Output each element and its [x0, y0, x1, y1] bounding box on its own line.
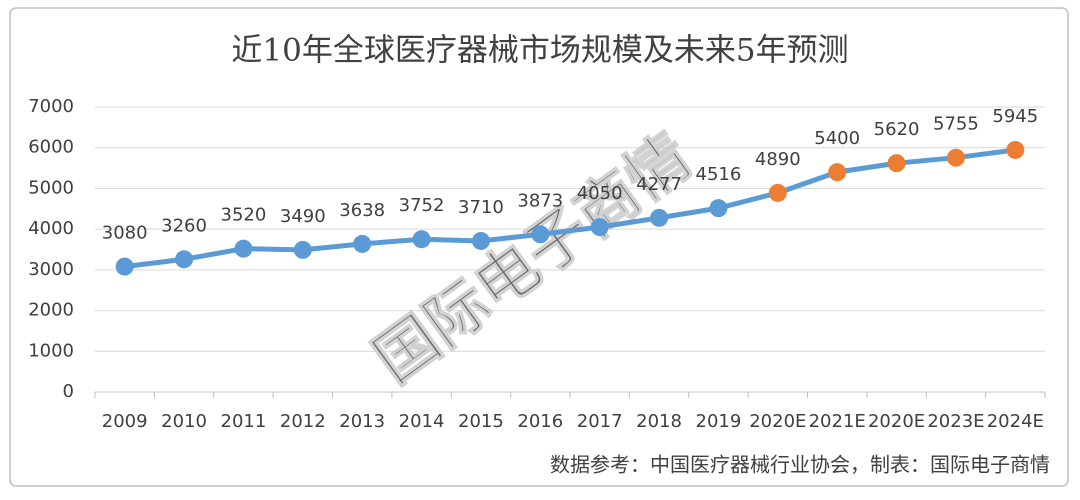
- y-tick-label: 7000: [28, 96, 74, 117]
- data-label: 3638: [339, 200, 385, 221]
- data-label: 3752: [399, 195, 445, 216]
- marker: [1006, 140, 1025, 159]
- data-label: 5620: [874, 119, 920, 140]
- marker: [234, 239, 253, 258]
- marker: [768, 183, 787, 202]
- marker: [175, 250, 194, 269]
- data-label: 3710: [458, 197, 504, 218]
- y-tick-label: 5000: [28, 177, 74, 198]
- marker: [946, 148, 965, 167]
- marker: [353, 234, 372, 253]
- x-tick-label: 2009: [102, 411, 148, 432]
- x-tick-label: 2015: [458, 411, 504, 432]
- data-label: 3490: [280, 206, 326, 227]
- x-tick-label: 2018: [636, 411, 682, 432]
- data-label: 5755: [933, 114, 979, 135]
- chart-frame: [9, 7, 1069, 487]
- x-tick-label: 2014: [399, 411, 445, 432]
- marker: [590, 218, 609, 237]
- x-tick-label: 2020E: [749, 411, 806, 432]
- x-tick-label: 2011: [221, 411, 267, 432]
- data-label: 4890: [755, 149, 801, 170]
- marker: [709, 199, 728, 218]
- data-label: 3260: [161, 215, 207, 236]
- marker: [887, 154, 906, 173]
- x-tick-label: 2017: [577, 411, 623, 432]
- marker: [412, 230, 431, 249]
- source-note: 数据参考：中国医疗器械行业协会，制表：国际电子商情: [550, 453, 1050, 477]
- marker: [471, 231, 490, 250]
- x-tick-label: 2010: [161, 411, 207, 432]
- x-tick-label: 2020E: [868, 411, 925, 432]
- marker: [828, 163, 847, 182]
- data-label: 5945: [992, 106, 1038, 127]
- y-tick-label: 3000: [28, 259, 74, 280]
- data-label: 3080: [102, 223, 148, 244]
- chart-title: 近10年全球医疗器械市场规模及未来5年预测: [231, 33, 848, 69]
- data-label: 4277: [636, 174, 682, 195]
- marker: [293, 240, 312, 259]
- data-label: 4516: [696, 164, 742, 185]
- marker: [531, 225, 550, 244]
- line: [124, 147, 1016, 270]
- data-label: 4050: [577, 183, 623, 204]
- data-label: 3873: [517, 190, 563, 211]
- data-label: 3520: [221, 205, 267, 226]
- x-tick-label: 2012: [280, 411, 326, 432]
- x-tick-label: 2019: [696, 411, 742, 432]
- y-tick-label: 0: [63, 381, 74, 402]
- x-tick-label: 2024E: [987, 411, 1044, 432]
- x-tick-label: 2021E: [809, 411, 866, 432]
- y-tick-label: 4000: [28, 218, 74, 239]
- data-label: 5400: [814, 128, 860, 149]
- y-tick-label: 6000: [28, 137, 74, 158]
- x-tick-label: 2016: [517, 411, 563, 432]
- y-tick-label: 1000: [28, 340, 74, 361]
- marker: [115, 257, 134, 276]
- x-tick-label: 2023E: [927, 411, 984, 432]
- y-tick-label: 2000: [28, 300, 74, 321]
- x-tick-label: 2013: [339, 411, 385, 432]
- marker: [650, 208, 669, 227]
